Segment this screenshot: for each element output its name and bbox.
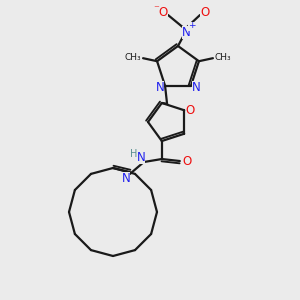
- Text: O: O: [182, 154, 191, 167]
- Text: CH₃: CH₃: [214, 53, 231, 62]
- Text: O: O: [186, 104, 195, 117]
- Text: N: N: [136, 151, 145, 164]
- Text: H: H: [130, 149, 137, 159]
- Text: ⁻: ⁻: [153, 4, 159, 14]
- Text: +: +: [188, 22, 196, 31]
- Text: N: N: [192, 81, 200, 94]
- Text: N: N: [182, 26, 190, 38]
- Text: CH₃: CH₃: [125, 53, 141, 62]
- Text: O: O: [200, 7, 210, 20]
- Text: N: N: [156, 81, 164, 94]
- Text: O: O: [158, 7, 168, 20]
- Text: N: N: [122, 172, 130, 184]
